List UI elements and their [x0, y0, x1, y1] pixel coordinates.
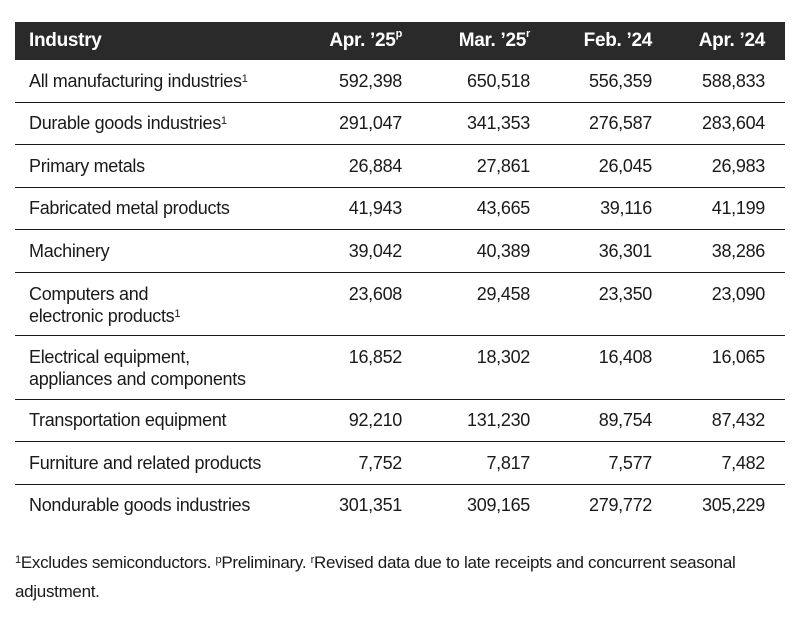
column-header-label: Industry	[29, 30, 102, 51]
value-cell: 26,045	[598, 155, 653, 176]
industry-name-line: Durable goods industries	[29, 113, 221, 134]
data-table: Industry Apr. ’25p Mar. ’25r Feb. ’24 Apr. ’…	[15, 22, 785, 526]
value-cell: 87,432	[711, 410, 766, 431]
industry-cell: Durable goods industries1	[15, 112, 285, 134]
industry-cell: Machinery	[15, 240, 285, 262]
value-cell: 7,577	[608, 452, 652, 473]
value-cell: 131,230	[467, 410, 530, 431]
industry-name-line: Transportation equipment	[29, 410, 227, 431]
industry-name-line: All manufacturing industries	[29, 70, 242, 91]
column-header-label: Apr. ’25	[329, 30, 396, 51]
value-cell: 36,301	[598, 240, 653, 261]
value-cell: 41,943	[348, 198, 403, 219]
industry-cell: Electrical equipment, appliances and comp…	[15, 346, 285, 390]
value-cell: 39,116	[600, 198, 652, 219]
industry-cell: All manufacturing industries1	[15, 70, 285, 92]
industry-name-line: Primary metals	[29, 155, 145, 176]
value-cell: 650,518	[467, 70, 530, 91]
table-row: Electrical equipment, appliances and comp…	[15, 336, 785, 400]
value-cell: 29,458	[476, 283, 531, 304]
footnote-ref: 1	[241, 72, 248, 85]
table-row: Computers and electronic products1 23,608 2…	[15, 273, 785, 336]
column-header-label: Feb. ’24	[583, 30, 653, 51]
value-cell: 7,752	[358, 452, 402, 473]
table-row: Machinery 39,042 40,389 36,301 38,286	[15, 230, 785, 273]
value-cell: 23,350	[598, 283, 653, 304]
value-cell: 43,665	[476, 198, 531, 219]
industry-cell: Furniture and related products	[15, 452, 285, 474]
value-cell: 283,604	[702, 113, 765, 134]
column-header: Feb. ’24	[540, 30, 662, 52]
industry-name-line: electronic products	[29, 305, 175, 326]
industry-cell: Nondurable goods industries	[15, 494, 285, 516]
industry-name-line: Furniture and related products	[29, 452, 262, 473]
industry-name-line: Fabricated metal products	[29, 198, 230, 219]
value-cell: 305,229	[702, 495, 765, 516]
value-cell: 556,359	[589, 70, 652, 91]
footnote-text: Preliminary.	[221, 553, 311, 572]
value-cell: 38,286	[711, 240, 766, 261]
value-cell: 39,042	[348, 240, 403, 261]
industry-cell: Computers and electronic products1	[15, 283, 285, 327]
industry-cell: Primary metals	[15, 155, 285, 177]
value-cell: 41,199	[711, 198, 766, 219]
value-cell: 27,861	[476, 155, 531, 176]
value-cell: 89,754	[598, 410, 653, 431]
value-cell: 301,351	[339, 495, 402, 516]
value-cell: 23,090	[711, 283, 766, 304]
industry-name-line: Electrical equipment,	[29, 347, 190, 367]
industry-name-line: Computers and	[29, 283, 149, 304]
footnote-ref: 1	[220, 115, 227, 128]
value-cell: 18,302	[476, 347, 531, 367]
value-cell: 291,047	[339, 113, 402, 134]
value-cell: 16,408	[598, 347, 653, 367]
column-header: Apr. ’25p	[285, 28, 412, 52]
value-cell: 16,065	[711, 347, 766, 367]
value-cell: 309,165	[467, 495, 530, 516]
table-row: All manufacturing industries1 592,398 650,…	[15, 60, 785, 103]
table-header: Industry Apr. ’25p Mar. ’25r Feb. ’24 Apr. ’…	[15, 22, 785, 60]
value-cell: 26,884	[348, 155, 403, 176]
value-cell: 40,389	[476, 240, 531, 261]
value-cell: 276,587	[589, 113, 652, 134]
industry-name-line: appliances and components	[29, 369, 246, 389]
value-cell: 279,772	[589, 495, 652, 516]
value-cell: 588,833	[702, 70, 765, 91]
column-header-sup: p	[395, 28, 403, 40]
footnote-marker: r	[310, 554, 315, 566]
column-header-label: Mar. ’25	[458, 30, 527, 51]
industry-cell: Fabricated metal products	[15, 197, 285, 219]
column-header: Industry	[15, 30, 285, 52]
value-cell: 341,353	[467, 113, 530, 134]
table-row: Nondurable goods industries 301,351 309,16…	[15, 485, 785, 527]
table-body: All manufacturing industries1 592,398 650,…	[15, 60, 785, 526]
industry-name-line: Machinery	[29, 240, 110, 261]
table-row: Transportation equipment 92,210 131,230 89,…	[15, 400, 785, 442]
value-cell: 7,482	[721, 452, 765, 473]
industry-name-line: Nondurable goods industries	[29, 495, 251, 516]
column-header-sup: r	[526, 28, 530, 40]
table-row: Furniture and related products 7,752 7,817…	[15, 442, 785, 485]
footnote-marker: p	[215, 554, 222, 566]
value-cell: 16,852	[348, 347, 403, 367]
table-row: Durable goods industries1 291,047 341,353 2…	[15, 103, 785, 145]
column-header: Apr. ’24	[662, 30, 775, 52]
value-cell: 92,210	[348, 410, 403, 431]
footnotes: 1Excludes semiconductors. pPreliminary. …	[15, 548, 795, 606]
table-row: Primary metals 26,884 27,861 26,045 26,983	[15, 145, 785, 188]
industry-cell: Transportation equipment	[15, 409, 285, 431]
value-cell: 26,983	[711, 155, 766, 176]
footnote-text: Excludes semiconductors.	[20, 553, 216, 572]
footnote-ref: 1	[174, 307, 181, 320]
value-cell: 592,398	[339, 70, 402, 91]
footnote-text: Revised data due to late receipts and co…	[15, 553, 736, 601]
table-row: Fabricated metal products 41,943 43,665 39,…	[15, 188, 785, 230]
value-cell: 7,817	[486, 452, 530, 473]
footnote-marker: 1	[15, 554, 21, 566]
column-header-label: Apr. ’24	[698, 30, 766, 51]
value-cell: 23,608	[348, 283, 403, 304]
column-header: Mar. ’25r	[412, 28, 540, 52]
